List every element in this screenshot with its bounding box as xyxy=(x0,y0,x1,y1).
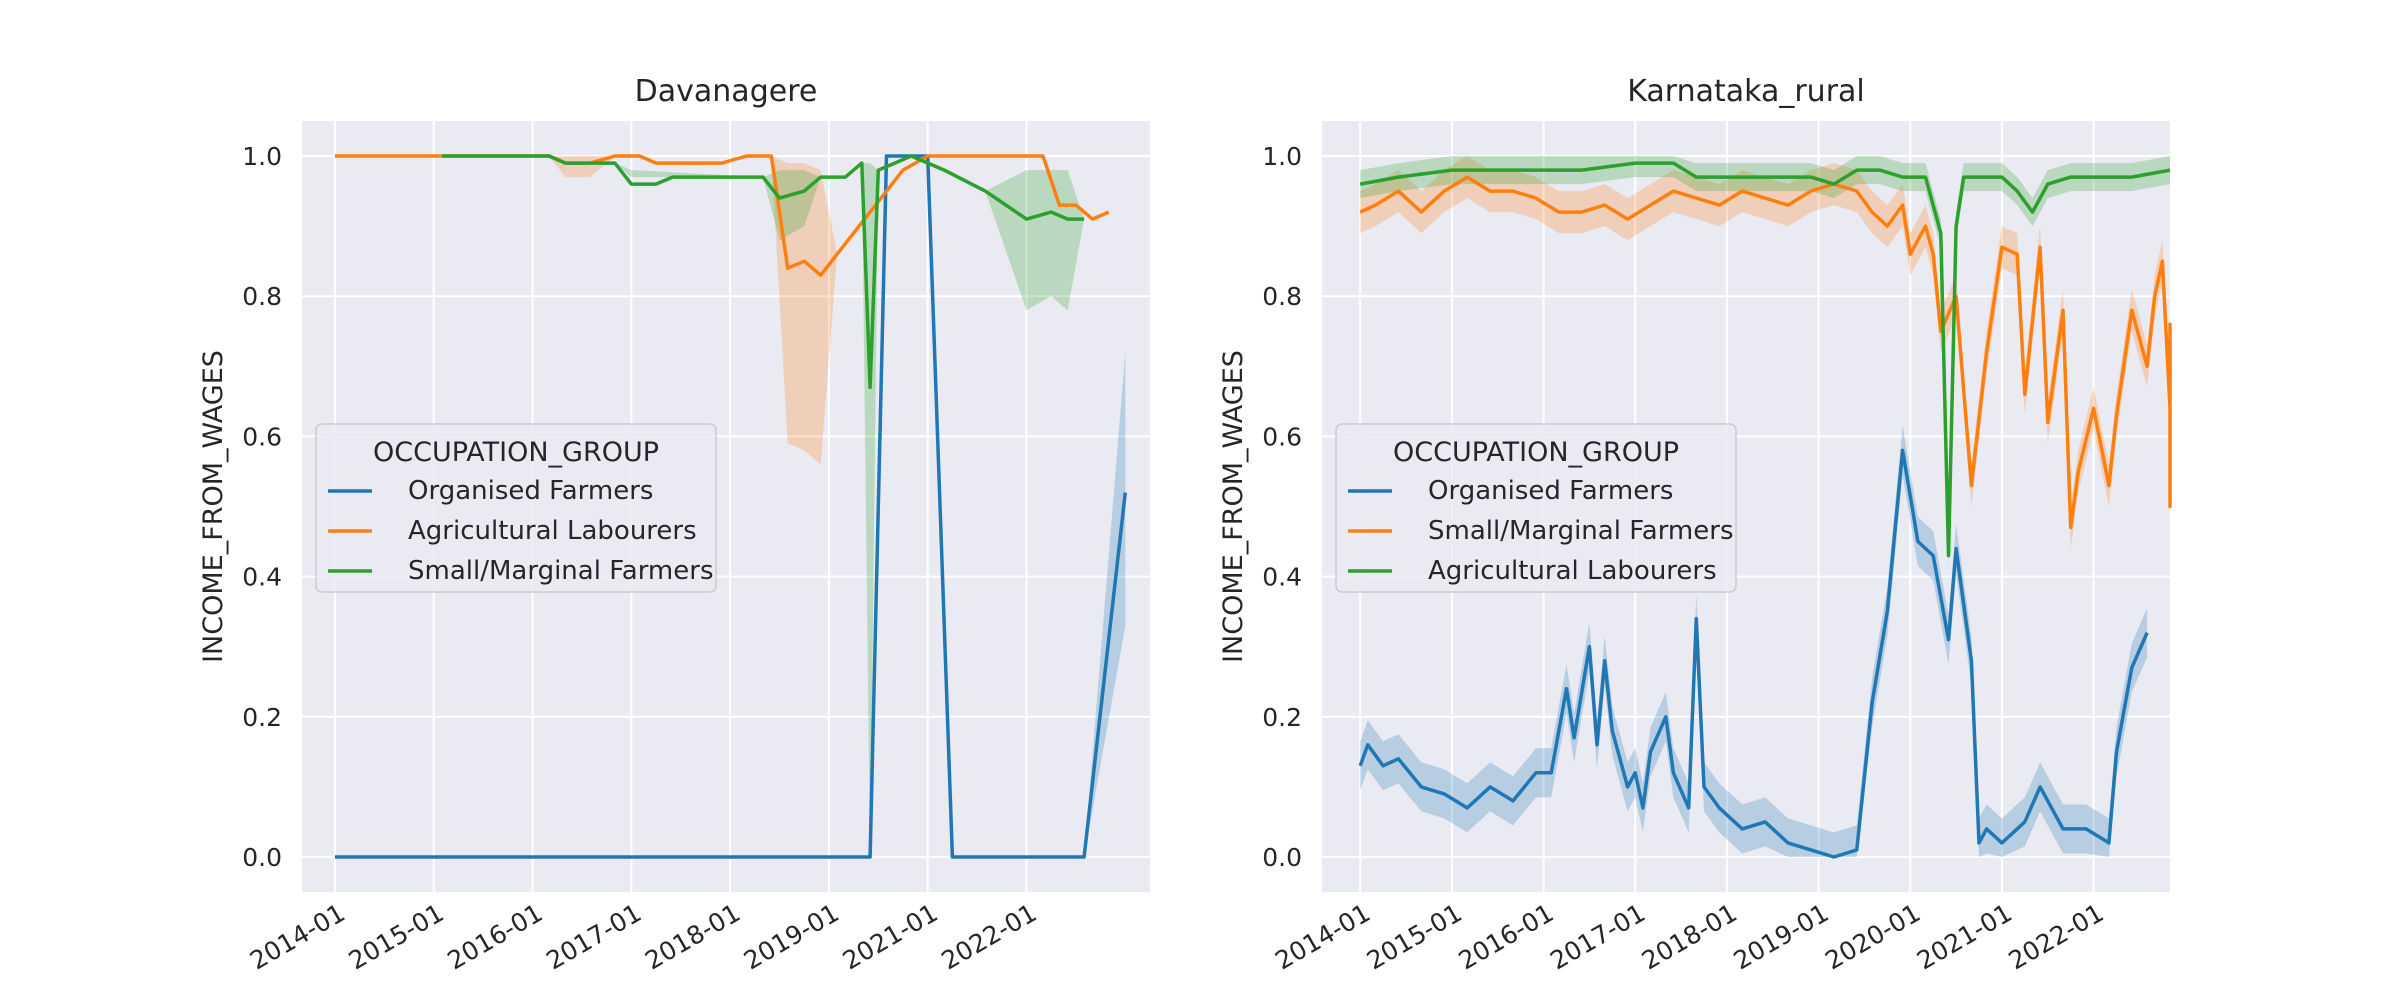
legend-entry: Agricultural Labourers xyxy=(408,516,697,546)
legend-box xyxy=(315,423,717,593)
y-tick-label: 0.4 xyxy=(242,563,282,592)
legend-entry: Agricultural Labourers xyxy=(1428,556,1717,586)
legend-entry: Organised Farmers xyxy=(408,476,653,506)
y-tick-label: 0.0 xyxy=(1262,843,1302,872)
x-tick-label: 2015-01 xyxy=(1362,898,1467,975)
x-tick-label: 2022-01 xyxy=(2004,898,2109,975)
y-axis-label: INCOME_FROM_WAGES xyxy=(198,350,229,663)
confidence-band xyxy=(614,163,1085,858)
legend-box xyxy=(1335,423,1737,593)
x-tick-label: 2018-01 xyxy=(1637,898,1742,975)
series-line xyxy=(1358,448,2149,859)
y-tick-label: 0.8 xyxy=(242,282,282,311)
x-tick-label: 2019-01 xyxy=(739,898,844,975)
y-tick-label: 0.6 xyxy=(242,422,282,451)
x-tick-label: 2021-01 xyxy=(838,898,943,975)
x-tick-label: 2022-01 xyxy=(937,898,1042,975)
legend-entry: Small/Marginal Farmers xyxy=(408,556,714,586)
x-tick-label: 2014-01 xyxy=(1270,898,1375,975)
legend-entry: Organised Farmers xyxy=(1428,476,1673,506)
x-tick-label: 2015-01 xyxy=(344,898,449,975)
chart-title: Karnataka_rural xyxy=(1627,74,1865,109)
series-line xyxy=(442,154,1085,390)
legend-title: OCCUPATION_GROUP xyxy=(373,437,659,468)
legend: OCCUPATION_GROUP Organised Farmers Agricul… xyxy=(315,423,717,593)
x-tick-label: 2017-01 xyxy=(541,898,646,975)
panel-karnataka-rural: 0.00.20.40.60.81.02014-012015-012016-012… xyxy=(1218,74,2172,975)
chart-title: Davanagere xyxy=(635,74,818,109)
series-line xyxy=(1359,175,2172,530)
y-tick-label: 0.4 xyxy=(1262,563,1302,592)
y-tick-label: 0.2 xyxy=(1262,703,1302,732)
panel-davanagere: 0.00.20.40.60.81.02014-012015-012016-012… xyxy=(198,74,1150,975)
y-tick-label: 1.0 xyxy=(1262,142,1302,171)
y-tick-label: 0.6 xyxy=(1262,422,1302,451)
x-tick-label: 2019-01 xyxy=(1729,898,1834,975)
x-tick-label: 2021-01 xyxy=(1912,898,2017,975)
x-tick-label: 2020-01 xyxy=(1820,898,1925,975)
y-tick-label: 1.0 xyxy=(242,142,282,171)
y-axis-label: INCOME_FROM_WAGES xyxy=(1218,350,1249,663)
x-tick-label: 2016-01 xyxy=(443,898,548,975)
series-line xyxy=(1359,161,2171,558)
x-tick-label: 2017-01 xyxy=(1545,898,1650,975)
y-tick-label: 0.8 xyxy=(1262,282,1302,311)
legend-entry: Small/Marginal Farmers xyxy=(1428,516,1734,546)
legend: OCCUPATION_GROUP Organised Farmers Small/M… xyxy=(1335,423,1737,593)
y-tick-label: 0.0 xyxy=(242,843,282,872)
x-tick-label: 2016-01 xyxy=(1454,898,1559,975)
x-tick-label: 2014-01 xyxy=(245,898,350,975)
x-tick-label: 2018-01 xyxy=(640,898,745,975)
y-tick-label: 0.2 xyxy=(242,703,282,732)
confidence-band xyxy=(1084,352,1126,857)
legend-title: OCCUPATION_GROUP xyxy=(1393,437,1679,468)
series-line xyxy=(334,154,1128,859)
